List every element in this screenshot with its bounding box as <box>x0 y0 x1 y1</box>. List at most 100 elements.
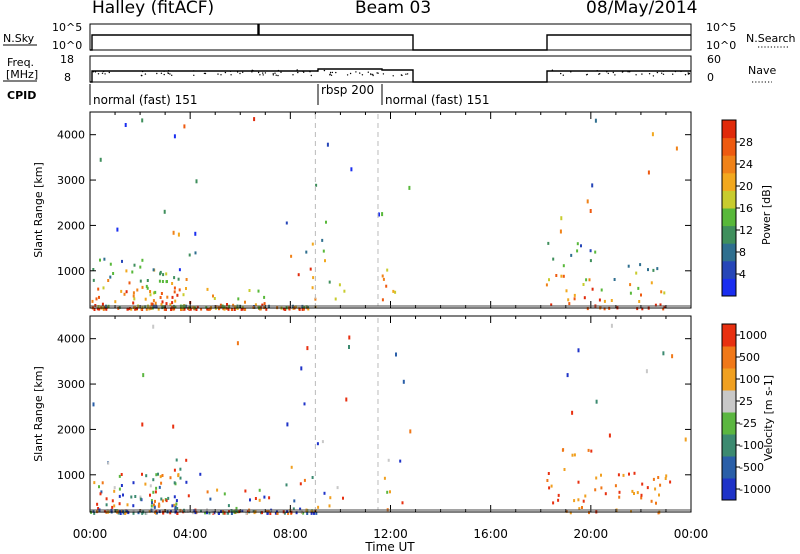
echo-cell <box>230 512 233 515</box>
nave-dot <box>629 71 631 73</box>
y-tick-label: 4000 <box>57 129 85 142</box>
echo-cell <box>263 495 266 499</box>
echo-cell <box>153 505 156 509</box>
echo-cell <box>547 472 550 475</box>
echo-cell <box>169 476 172 480</box>
echo-cell <box>582 283 585 286</box>
colorbar-cell <box>722 243 736 262</box>
echo-cell <box>173 276 176 280</box>
echo-cell <box>222 307 225 311</box>
echo-cell <box>684 437 687 442</box>
echo-cell <box>149 293 152 297</box>
echo-cell <box>173 503 176 507</box>
echo-cell <box>218 512 220 515</box>
echo-cell <box>126 503 129 507</box>
echo-cell <box>112 272 115 275</box>
echo-cell <box>155 486 158 490</box>
nave-dots <box>92 69 691 77</box>
echo-cell <box>306 305 309 309</box>
echo-cell <box>123 292 126 296</box>
freq-label: Freq. <box>7 56 34 69</box>
echo-cell <box>655 501 657 505</box>
nave-dot <box>323 69 326 72</box>
echo-cell <box>129 307 131 311</box>
colorbar-tick-label: 1000 <box>739 329 767 342</box>
power-cbar-label: Power [dB] <box>760 185 773 245</box>
date-title: 08/May/2014 <box>586 0 698 18</box>
nave-dot <box>614 74 616 76</box>
colorbar-cell <box>722 225 736 244</box>
nsky-label: N.Sky <box>3 32 35 45</box>
echo-cell <box>381 212 384 217</box>
echo-cell <box>205 305 208 309</box>
echo-cell <box>91 299 94 303</box>
echo-cell <box>286 422 289 427</box>
echo-cell <box>185 458 188 462</box>
nave-dot <box>372 73 374 76</box>
echo-cell <box>664 477 667 480</box>
echo-cell <box>389 490 391 494</box>
echo-cell <box>180 308 182 311</box>
nave-dot <box>251 71 253 73</box>
echo-cell <box>633 471 636 475</box>
echo-cell <box>274 511 277 515</box>
echo-cell <box>565 289 568 293</box>
echo-cell <box>106 509 109 513</box>
echo-cell <box>175 502 178 506</box>
echo-cell <box>107 461 110 465</box>
echo-cell <box>101 481 104 485</box>
echo-cell <box>594 118 597 123</box>
echo-cell <box>665 474 668 478</box>
echo-cell <box>178 288 181 292</box>
nave-dot <box>167 72 169 74</box>
echo-cell <box>295 511 298 515</box>
nave-dot <box>612 71 614 74</box>
nave-dot <box>280 71 282 74</box>
nave-dot <box>662 73 665 76</box>
echo-cell <box>93 481 96 485</box>
power-panel: 1000 2000 3000 4000 Slant Range [km] 4 8 12 16… <box>32 111 773 311</box>
echo-cell <box>571 453 574 457</box>
station-title: Halley (fitACF) <box>92 0 215 18</box>
echo-cell <box>161 499 164 503</box>
echo-cell <box>647 170 650 175</box>
echo-cell <box>386 490 389 494</box>
echo-cell <box>381 298 384 302</box>
echo-cell <box>603 299 606 303</box>
echo-cell <box>166 295 169 299</box>
echo-cell <box>576 249 579 253</box>
echo-cell <box>114 300 117 304</box>
nsky-tick-bottom: 10^0 <box>52 39 82 52</box>
echo-cell <box>105 497 108 501</box>
echo-cell <box>121 259 123 263</box>
echo-cell <box>343 289 346 293</box>
nave-dot <box>203 72 206 75</box>
echo-cell <box>395 352 397 357</box>
nave-dot <box>359 72 361 74</box>
nsearch-tick-bottom: 10^0 <box>706 39 736 52</box>
echo-cell <box>267 509 270 513</box>
nave-dot <box>641 73 643 75</box>
echo-cell <box>573 293 576 297</box>
echo-cell <box>113 486 116 490</box>
echo-cell <box>629 291 632 295</box>
echo-cell <box>185 480 188 484</box>
echo-cell <box>285 483 288 487</box>
echo-cell <box>177 277 180 281</box>
echo-cell <box>628 472 630 476</box>
echo-cell <box>258 488 261 492</box>
echo-cell <box>300 366 303 371</box>
echo-cell <box>176 512 179 515</box>
echo-cell <box>261 511 263 515</box>
nave-dot <box>97 73 100 75</box>
nave-dot <box>662 70 665 72</box>
x-tick-label: 04:00 <box>173 527 208 541</box>
echo-cell <box>209 497 212 501</box>
echo-cell <box>246 509 249 513</box>
echo-cell <box>385 284 388 288</box>
nave-dot <box>672 73 674 75</box>
x-tick-label: 00:00 <box>674 527 709 541</box>
echo-cell <box>290 254 293 258</box>
echo-cell <box>660 290 663 294</box>
